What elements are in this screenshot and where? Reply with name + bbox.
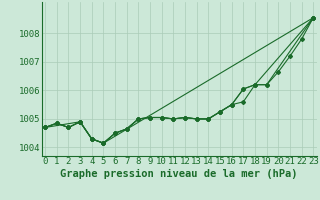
X-axis label: Graphe pression niveau de la mer (hPa): Graphe pression niveau de la mer (hPa) [60,169,298,179]
